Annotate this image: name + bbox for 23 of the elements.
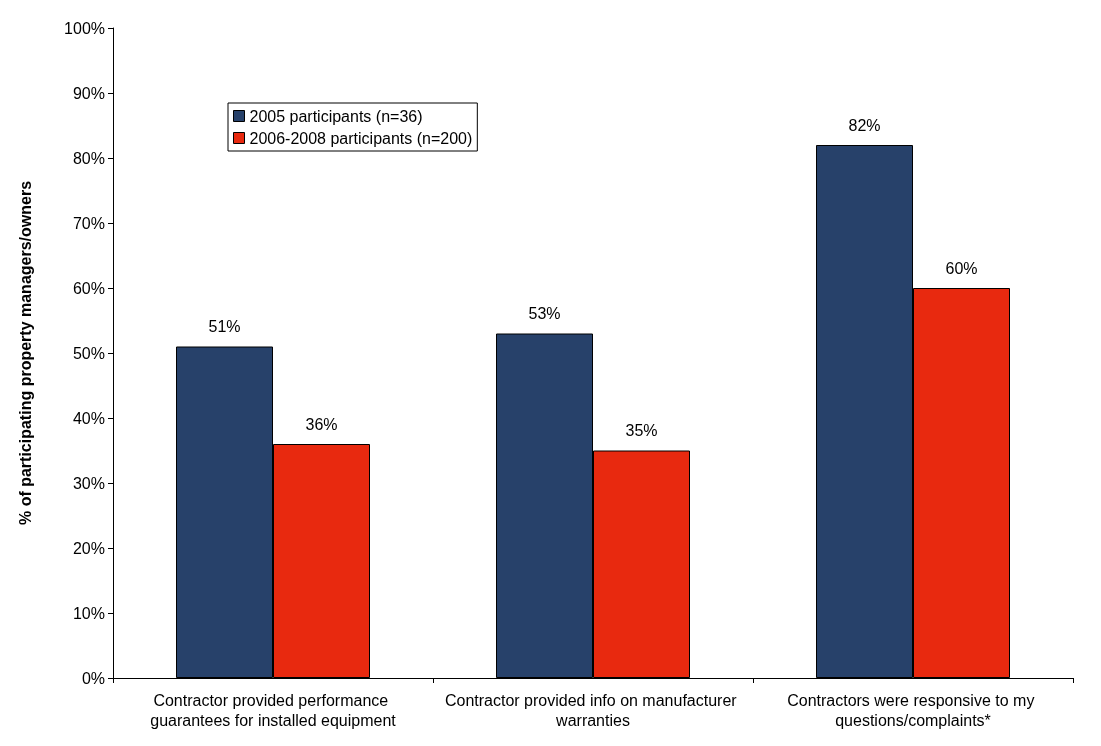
- text: 35%: [625, 422, 658, 439]
- text: 60%: [945, 259, 978, 277]
- y-tick-label: 50%: [72, 344, 105, 362]
- y-tick-label: 100%: [64, 19, 105, 37]
- text: 82%: [848, 116, 881, 134]
- y-tick-label: 0%: [81, 669, 105, 687]
- x-tick-label: Contractor provided info on manufacturer warranties: [444, 691, 742, 729]
- y-tick-label: 80%: [72, 149, 105, 167]
- y-tick-label: 30%: [72, 474, 105, 492]
- y-tick-label: 40%: [72, 409, 105, 427]
- y-axis-title: % of participating property managers/owners: [16, 180, 34, 526]
- legend-label: 2005 participants (n=36): [249, 107, 423, 125]
- y-tick-label: 90%: [72, 84, 105, 102]
- x-tick-label: Contractors were responsive to my questions/complaints*: [787, 691, 1039, 729]
- text: 36%: [305, 415, 338, 433]
- y-tick-label: 20%: [72, 539, 105, 557]
- y-tick-label: 70%: [72, 214, 105, 232]
- legend-label: 2006-2008 participants (n=200): [249, 129, 473, 147]
- x-tick-label: Contractor provided performance guarantees for installed equipment: [150, 691, 397, 729]
- text: 53%: [528, 305, 561, 322]
- y-tick-label: 60%: [72, 279, 105, 297]
- y-tick-label: 10%: [72, 604, 105, 622]
- text: 51%: [208, 318, 241, 335]
